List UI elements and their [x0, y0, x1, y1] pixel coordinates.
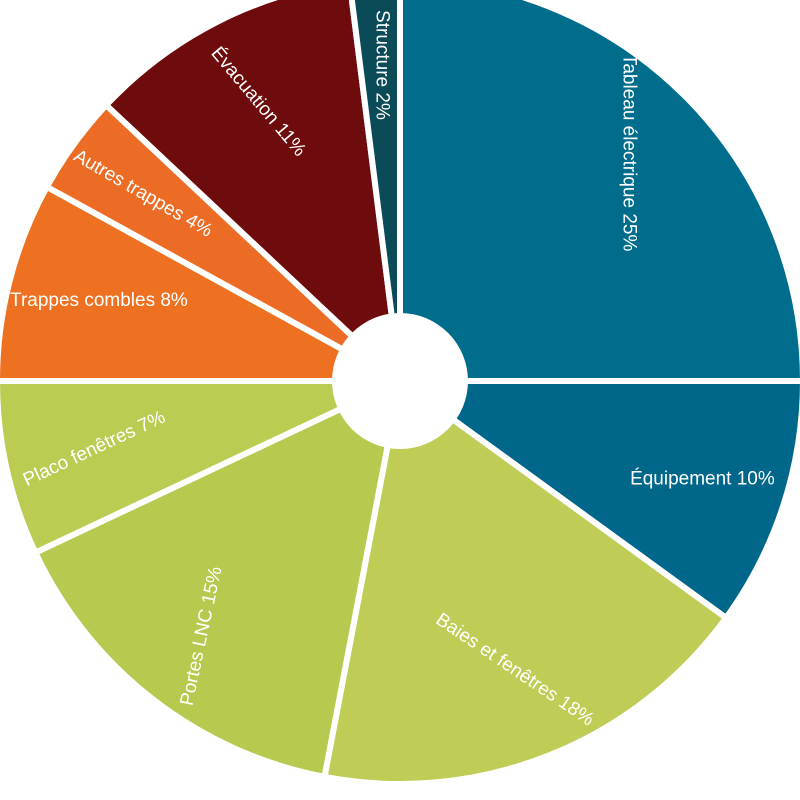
- pie-slice: [101, 0, 405, 389]
- slice-label: Tableau électrique 25%: [618, 54, 639, 252]
- slice-label: Équipement 10%: [630, 468, 775, 489]
- pie-slice: [397, 0, 800, 384]
- pie-slice: [320, 375, 731, 787]
- donut-hole: [332, 313, 468, 449]
- pie-slice: [31, 375, 405, 781]
- pie-slice: [0, 182, 402, 384]
- pie-slice: [0, 378, 402, 557]
- pie-slice: [390, 378, 800, 623]
- pie-slice: [348, 0, 403, 382]
- slice-label: Structure 2%: [372, 10, 393, 120]
- slice-label: Trappes combles 8%: [10, 290, 188, 311]
